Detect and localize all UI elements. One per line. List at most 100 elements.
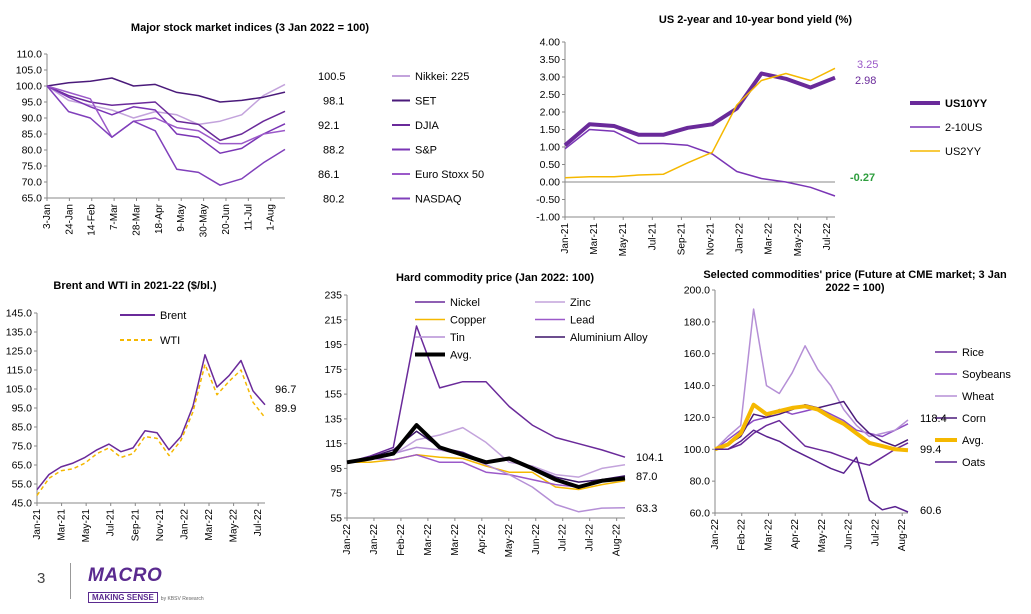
series-line-brent [36, 354, 266, 491]
x-tick-label: 28-Mar [131, 203, 142, 235]
chart-panel-hard: Hard commodity price (Jan 2022: 100) 55 7… [310, 265, 680, 558]
chart-panel-oil: Brent and WTI in 2021-22 ($/bl.) 45.0 55.… [0, 265, 300, 555]
x-tick-label: Jan-21 [560, 223, 571, 254]
chart-title: Brent and WTI in 2021-22 ($/bl.) [53, 280, 217, 292]
legend-label: US10YY [945, 98, 988, 110]
y-tick-label: 60.0 [690, 508, 711, 520]
series-line-us2yy [564, 67, 836, 179]
end-value-label: 3.25 [857, 59, 878, 71]
y-tick-label: 160.0 [684, 348, 710, 360]
x-tick-label: Jan-22 [369, 524, 380, 555]
y-tick-label: 100.0 [16, 81, 42, 93]
x-tick-label: Jul-22 [822, 223, 833, 251]
legend-label: Avg. [962, 435, 984, 447]
y-tick-label: 3.50 [540, 54, 561, 66]
series-line-2-10us [564, 128, 836, 197]
x-tick-label: 9-May [176, 204, 187, 232]
x-tick-label: May-21 [618, 223, 629, 257]
x-tick-label: 14-Feb [87, 204, 98, 236]
y-tick-label: -1.00 [536, 212, 560, 224]
legend-label: Brent [160, 310, 186, 322]
legend-label: Zinc [570, 297, 591, 309]
end-value-label: 89.9 [275, 403, 296, 415]
chart-panel-indices: Major stock market indices (3 Jan 2022 =… [0, 0, 510, 250]
x-tick-label: Jan-22 [710, 519, 721, 550]
x-tick-label: Jan-21 [32, 509, 43, 540]
x-tick-label: May-21 [81, 509, 92, 543]
end-value-label: -0.27 [850, 172, 875, 184]
x-tick-label: May-22 [793, 223, 804, 257]
legend-label: Rice [962, 347, 984, 359]
y-tick-label: 115.0 [7, 365, 33, 377]
chart-title: US 2-year and 10-year bond yield (%) [658, 14, 853, 26]
x-tick-label: 1-Aug [266, 204, 277, 231]
series-line-nikkei-225 [46, 83, 286, 126]
legend-label: Wheat [962, 391, 994, 403]
y-tick-label: 1.50 [540, 124, 561, 136]
y-tick-label: 85.0 [12, 422, 33, 434]
y-tick-label: -0.50 [536, 194, 560, 206]
legend-label: Aluminium Alloy [570, 332, 648, 344]
y-tick-label: 80.0 [22, 145, 43, 157]
y-tick-label: 95.0 [12, 403, 33, 415]
x-tick-label: Mar-21 [57, 509, 68, 541]
y-tick-label: 70.0 [22, 177, 43, 189]
y-tick-label: 215 [324, 314, 342, 326]
legend-label: Corn [962, 413, 986, 425]
end-value-label: 60.6 [920, 505, 941, 517]
x-tick-label: Mar-22 [450, 524, 461, 556]
x-tick-label: 18-Apr [154, 203, 165, 234]
end-value-label: 99.4 [920, 444, 941, 456]
end-value-label: 80.2 [323, 194, 344, 206]
legend-label: Soybeans [962, 369, 1011, 381]
y-tick-label: 95 [330, 463, 342, 475]
y-tick-label: 235 [324, 290, 342, 302]
x-tick-label: Mar-22 [763, 519, 774, 551]
legend-label: Tin [450, 332, 465, 344]
series-line-oats [715, 429, 909, 513]
logo-by: by KBSV Research [160, 596, 204, 602]
legend-label: 2-10US [945, 122, 982, 134]
end-value-label: 86.1 [318, 169, 339, 181]
end-value-label: 2.98 [855, 75, 876, 87]
y-tick-label: 100.0 [684, 444, 710, 456]
series-line-zinc [346, 426, 626, 478]
x-tick-label: Jul-22 [253, 509, 264, 537]
x-tick-label: Sep-21 [676, 223, 687, 256]
series-line-rice [715, 419, 909, 466]
x-tick-label: Jul-21 [106, 509, 117, 537]
y-tick-label: 85.0 [22, 129, 43, 141]
series-line-avg- [346, 423, 626, 489]
legend-label: Avg. [450, 350, 472, 362]
y-tick-label: 95.0 [22, 97, 43, 109]
y-tick-label: 175 [324, 364, 342, 376]
x-tick-label: Jan-22 [735, 223, 746, 254]
x-tick-label: Nov-21 [706, 223, 717, 256]
legend-label: Oats [962, 457, 986, 469]
y-tick-label: 200.0 [684, 285, 710, 297]
y-tick-label: 75.0 [22, 161, 43, 173]
y-tick-label: 105.0 [16, 65, 42, 77]
y-tick-label: 75.0 [12, 441, 33, 453]
y-tick-label: 90.0 [22, 113, 43, 125]
page-number: 3 [37, 570, 46, 587]
y-tick-label: 105.0 [6, 384, 32, 396]
end-value-label: 104.1 [636, 452, 664, 464]
x-tick-label: May-22 [504, 524, 515, 558]
logo-tagline: MAKING SENSE [88, 592, 158, 603]
x-tick-label: Jul-21 [647, 223, 658, 251]
y-tick-label: 110.0 [17, 49, 43, 61]
x-tick-label: Nov-21 [155, 509, 166, 542]
y-tick-label: 55.0 [12, 479, 33, 491]
x-tick-label: 7-Mar [109, 203, 120, 230]
chart-title: Major stock market indices (3 Jan 2022 =… [130, 22, 370, 34]
y-tick-label: 195 [324, 339, 342, 351]
x-tick-label: Apr-22 [477, 524, 488, 554]
y-tick-label: 45.0 [12, 498, 33, 510]
x-tick-label: 20-Jun [221, 204, 232, 235]
x-tick-label: May-22 [229, 509, 240, 543]
end-value-label: 92.1 [318, 120, 339, 132]
legend-label: Euro Stoxx 50 [415, 169, 484, 181]
x-tick-label: Feb-22 [737, 519, 748, 551]
legend-label: S&P [415, 145, 437, 157]
